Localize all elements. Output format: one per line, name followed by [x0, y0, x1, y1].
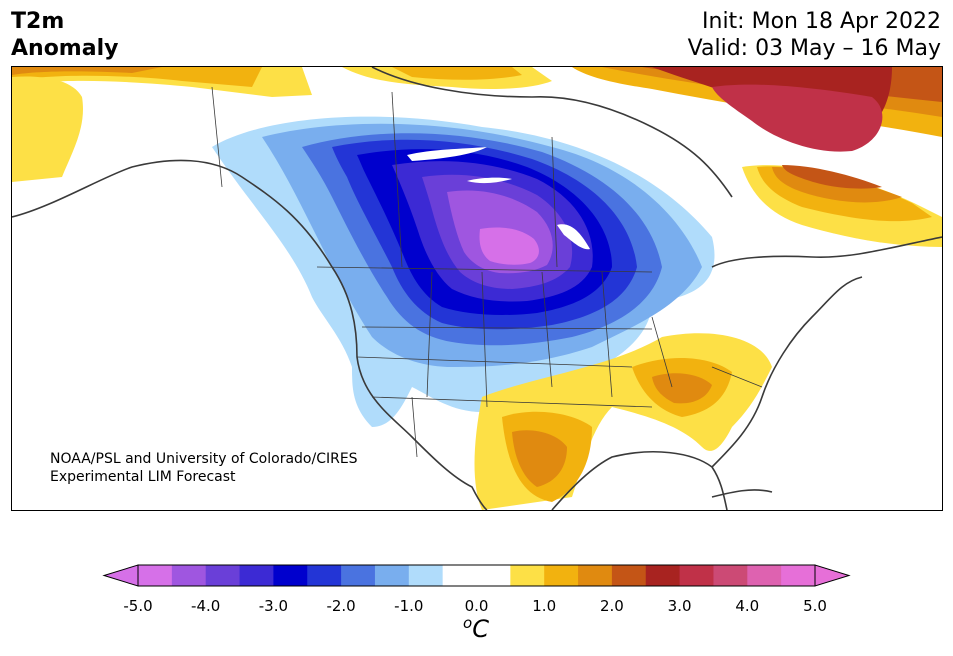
- init-date: Init: Mon 18 Apr 2022: [702, 9, 941, 34]
- colorbar-over-arrow: [814, 564, 851, 587]
- colorbar-tick-label: -3.0: [258, 597, 289, 615]
- colorbar-swatch: [205, 565, 241, 586]
- valid-dates: Valid: 03 May – 16 May: [687, 36, 941, 61]
- colorbar-swatch: [171, 565, 207, 586]
- colorbar-swatch: [138, 565, 173, 586]
- credit-line-2: Experimental LIM Forecast: [50, 469, 236, 485]
- figure-title: T2m Anomaly: [11, 8, 118, 62]
- colorbar-swatch: [713, 565, 748, 586]
- colorbar-swatch: [510, 565, 545, 586]
- colorbar-swatch: [544, 565, 579, 586]
- coastlines: [12, 67, 942, 510]
- colorbar-tick-label: 2.0: [599, 597, 624, 615]
- colorbar-under-arrow: [102, 564, 139, 587]
- colorbar-swatch: [273, 565, 308, 586]
- colorbar-strip: [102, 564, 851, 587]
- colorbar-swatch: [374, 565, 410, 586]
- title-variable: T2m: [11, 9, 65, 34]
- colorbar-tick-label: 5.0: [803, 597, 827, 615]
- colorbar-swatch: [239, 565, 274, 586]
- colorbar-tick-label: -4.0: [191, 597, 221, 615]
- colorbar-tick-label: 3.0: [667, 597, 692, 615]
- credit-line-1: NOAA/PSL and University of Colorado/CIRE…: [50, 451, 358, 467]
- colorbar-swatch: [578, 565, 613, 586]
- colorbar-tick-label: 1.0: [532, 597, 557, 615]
- map-canvas: [12, 67, 942, 510]
- colorbar-units: oC: [463, 614, 489, 643]
- colorbar-tick-label: -5.0: [123, 597, 153, 615]
- title-subtitle: Anomaly: [11, 36, 119, 61]
- colorbar-swatch: [781, 565, 816, 586]
- credit-text: NOAA/PSL and University of Colorado/CIRE…: [50, 450, 358, 486]
- units-degree: o: [463, 614, 473, 632]
- colorbar-outline: [137, 564, 816, 587]
- colorbar-tick-label: 0.0: [464, 597, 489, 615]
- warm-anomaly-north: [12, 67, 552, 182]
- colorbar-swatch: [679, 565, 714, 586]
- colorbar-swatch: [341, 565, 376, 586]
- colorbar-tick-label: 4.0: [735, 597, 760, 615]
- colorbar-swatch: [307, 565, 342, 586]
- colorbar-swatch: [442, 565, 477, 586]
- warm-anomaly-northeast: [572, 67, 942, 247]
- units-letter: C: [472, 615, 489, 643]
- colorbar-swatch: [611, 565, 647, 586]
- colorbar-swatch: [476, 565, 511, 586]
- colorbar-tick-label: -1.0: [394, 597, 424, 615]
- colorbar-swatch: [645, 565, 681, 586]
- colorbar-swatch: [408, 565, 444, 586]
- political-borders: [211, 86, 763, 458]
- anomaly-map: NOAA/PSL and University of Colorado/CIRE…: [11, 66, 943, 511]
- forecast-dates: Init: Mon 18 Apr 2022 Valid: 03 May – 16…: [688, 8, 941, 62]
- cold-anomaly: [212, 116, 715, 427]
- colorbar-swatch: [747, 565, 782, 586]
- warm-anomaly-south: [474, 333, 772, 510]
- colorbar-tick-label: -2.0: [326, 597, 356, 615]
- colorbar: [0, 560, 953, 656]
